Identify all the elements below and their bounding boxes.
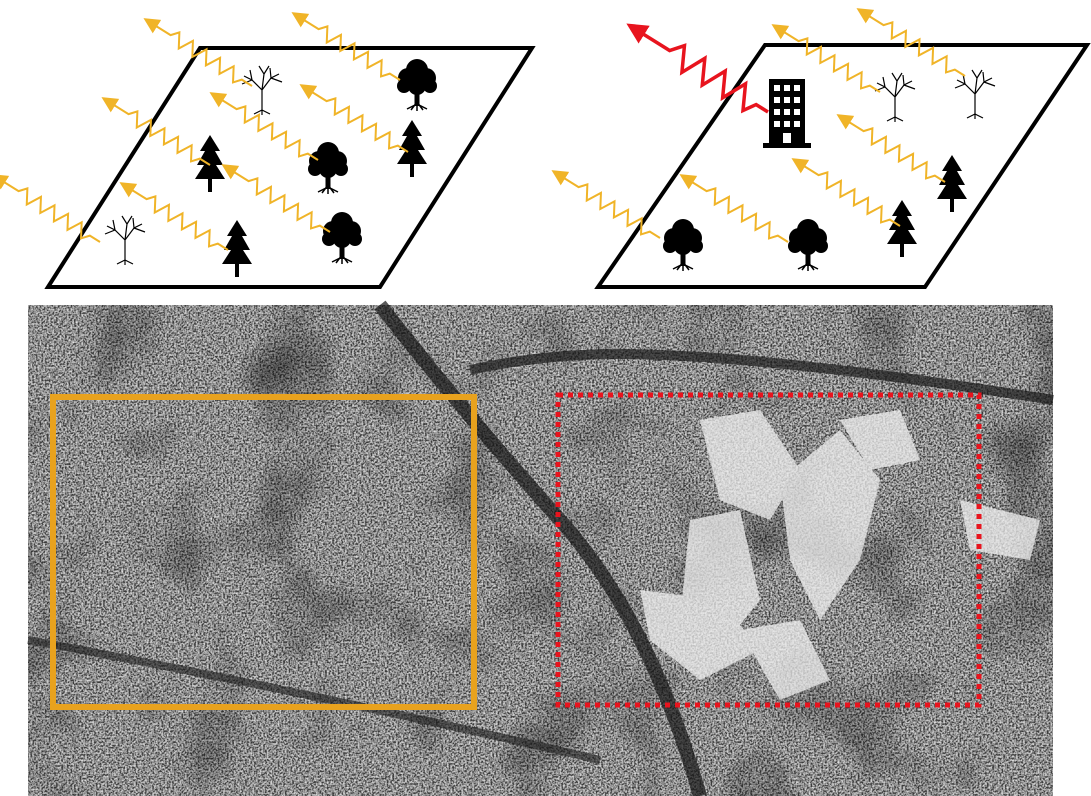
forest-scene [0, 9, 536, 289]
ground-plane [44, 46, 536, 289]
ground-plane [594, 43, 1091, 289]
urban-scene [553, 5, 1091, 289]
sar-image [27, 300, 1054, 796]
urban-region-box [555, 392, 982, 708]
forest-region-box [50, 394, 477, 710]
bright-buildings [640, 410, 1040, 700]
